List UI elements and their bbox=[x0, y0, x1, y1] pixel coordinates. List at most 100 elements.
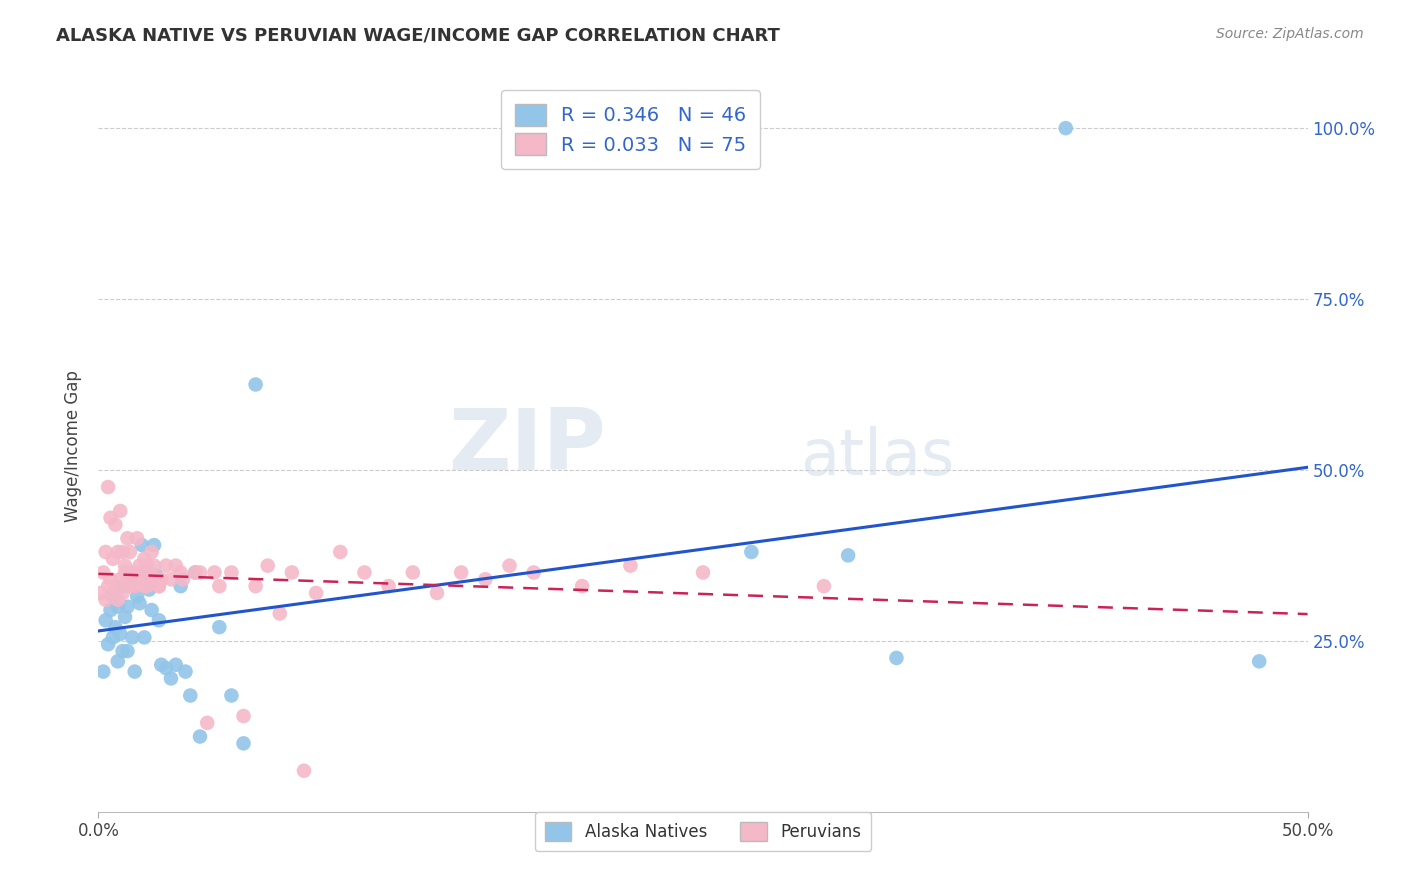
Point bbox=[150, 572, 173, 586]
Point bbox=[353, 566, 375, 580]
Point bbox=[221, 689, 243, 703]
Text: atlas: atlas bbox=[800, 426, 955, 488]
Point bbox=[100, 572, 122, 586]
Point bbox=[127, 572, 149, 586]
Point bbox=[111, 586, 134, 600]
Point bbox=[155, 558, 177, 573]
Point bbox=[886, 651, 908, 665]
Point bbox=[245, 579, 267, 593]
Point bbox=[150, 657, 173, 672]
Point bbox=[104, 579, 127, 593]
Point bbox=[134, 631, 156, 645]
Point bbox=[104, 620, 127, 634]
Point bbox=[402, 566, 425, 580]
Point bbox=[135, 566, 157, 580]
Point bbox=[117, 572, 139, 586]
Point bbox=[160, 672, 183, 686]
Point bbox=[97, 480, 120, 494]
Point bbox=[138, 566, 160, 580]
Point bbox=[692, 566, 714, 580]
Point bbox=[97, 637, 120, 651]
Point bbox=[114, 566, 136, 580]
Point bbox=[141, 603, 163, 617]
Text: Source: ZipAtlas.com: Source: ZipAtlas.com bbox=[1216, 27, 1364, 41]
Y-axis label: Wage/Income Gap: Wage/Income Gap bbox=[65, 370, 83, 522]
Point bbox=[101, 631, 124, 645]
Point bbox=[281, 566, 304, 580]
Point bbox=[165, 657, 187, 672]
Point bbox=[107, 654, 129, 668]
Point bbox=[117, 531, 139, 545]
Point bbox=[523, 566, 546, 580]
Point bbox=[208, 620, 231, 634]
Point bbox=[143, 558, 166, 573]
Point bbox=[107, 599, 129, 614]
Point bbox=[108, 504, 131, 518]
Point bbox=[184, 566, 207, 580]
Point bbox=[131, 566, 153, 580]
Point bbox=[118, 579, 141, 593]
Point bbox=[134, 579, 156, 593]
Point bbox=[256, 558, 278, 573]
Point bbox=[127, 590, 149, 604]
Point bbox=[377, 579, 399, 593]
Point bbox=[131, 538, 153, 552]
Point bbox=[155, 661, 177, 675]
Point bbox=[269, 607, 291, 621]
Point bbox=[124, 566, 146, 580]
Point bbox=[571, 579, 593, 593]
Point bbox=[148, 579, 170, 593]
Point bbox=[107, 592, 129, 607]
Point bbox=[208, 579, 231, 593]
Point bbox=[94, 613, 117, 627]
Text: ZIP: ZIP bbox=[449, 404, 606, 488]
Point bbox=[426, 586, 449, 600]
Point bbox=[104, 517, 127, 532]
Point bbox=[94, 592, 117, 607]
Point bbox=[117, 644, 139, 658]
Point bbox=[148, 613, 170, 627]
Point bbox=[101, 590, 124, 604]
Point bbox=[221, 566, 243, 580]
Point bbox=[114, 610, 136, 624]
Point bbox=[101, 551, 124, 566]
Point bbox=[474, 572, 496, 586]
Point bbox=[107, 545, 129, 559]
Point bbox=[97, 579, 120, 593]
Point bbox=[141, 572, 163, 586]
Point bbox=[135, 558, 157, 573]
Point bbox=[174, 665, 197, 679]
Point bbox=[1054, 121, 1077, 136]
Point bbox=[169, 579, 191, 593]
Point bbox=[128, 558, 150, 573]
Point bbox=[121, 566, 143, 580]
Point bbox=[143, 538, 166, 552]
Point bbox=[145, 572, 167, 586]
Point bbox=[232, 736, 254, 750]
Point bbox=[128, 596, 150, 610]
Point bbox=[111, 644, 134, 658]
Point bbox=[118, 569, 141, 583]
Point bbox=[94, 545, 117, 559]
Point bbox=[145, 569, 167, 583]
Point bbox=[165, 558, 187, 573]
Point bbox=[91, 566, 114, 580]
Point bbox=[204, 566, 226, 580]
Point bbox=[100, 603, 122, 617]
Point bbox=[292, 764, 315, 778]
Point bbox=[305, 586, 328, 600]
Legend: Alaska Natives, Peruvians: Alaska Natives, Peruvians bbox=[534, 812, 872, 851]
Point bbox=[100, 510, 122, 524]
Point bbox=[90, 586, 112, 600]
Point bbox=[160, 572, 183, 586]
Point bbox=[134, 551, 156, 566]
Point bbox=[111, 545, 134, 559]
Point bbox=[245, 377, 267, 392]
Point bbox=[172, 572, 194, 586]
Point bbox=[498, 558, 520, 573]
Point bbox=[138, 582, 160, 597]
Point bbox=[837, 549, 859, 563]
Point bbox=[114, 558, 136, 573]
Point bbox=[169, 566, 191, 580]
Point bbox=[111, 579, 134, 593]
